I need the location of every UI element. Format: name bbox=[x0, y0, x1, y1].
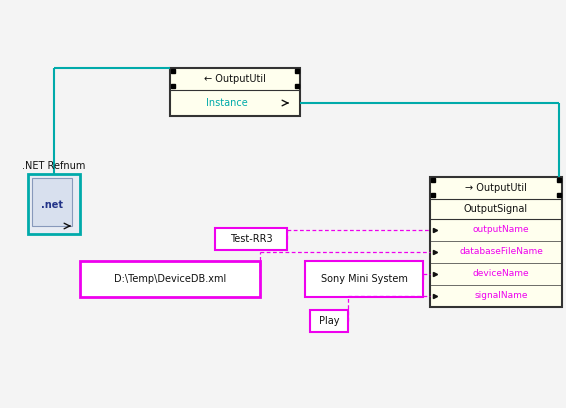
Text: OutputSignal: OutputSignal bbox=[464, 204, 528, 214]
Text: Sony Mini System: Sony Mini System bbox=[320, 274, 408, 284]
Text: deviceName: deviceName bbox=[473, 270, 529, 279]
Text: .net: .net bbox=[41, 200, 63, 210]
Bar bbox=[28, 174, 80, 234]
Text: D:\Temp\DeviceDB.xml: D:\Temp\DeviceDB.xml bbox=[114, 274, 226, 284]
Bar bbox=[170, 68, 300, 116]
Text: databaseFileName: databaseFileName bbox=[459, 248, 543, 257]
Text: ← OutputUtil: ← OutputUtil bbox=[204, 74, 266, 84]
Bar bbox=[215, 228, 287, 250]
Text: signalName: signalName bbox=[474, 291, 528, 301]
Bar bbox=[305, 261, 423, 297]
Text: Instance: Instance bbox=[206, 98, 248, 108]
Bar bbox=[430, 177, 562, 307]
Bar bbox=[80, 261, 260, 297]
Text: .NET Refnum: .NET Refnum bbox=[22, 161, 85, 171]
Bar bbox=[310, 310, 348, 332]
Text: Play: Play bbox=[319, 316, 339, 326]
Text: Test-RR3: Test-RR3 bbox=[230, 234, 272, 244]
Text: → OutputUtil: → OutputUtil bbox=[465, 183, 527, 193]
Bar bbox=[32, 178, 72, 226]
Text: outputName: outputName bbox=[473, 226, 529, 235]
